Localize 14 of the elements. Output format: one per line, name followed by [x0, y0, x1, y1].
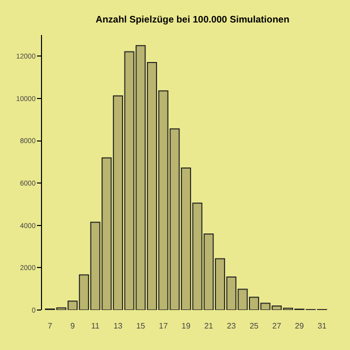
- x-tick-label: 13: [114, 322, 123, 331]
- x-tick-label: 21: [204, 322, 214, 331]
- x-tick-label: 15: [136, 322, 146, 331]
- x-tick-label: 9: [70, 322, 76, 331]
- x-tick-label: 11: [91, 322, 100, 331]
- x-tick-label: 7: [48, 322, 53, 331]
- x-tick-label: 17: [158, 322, 168, 331]
- x-tick-label: 27: [272, 322, 282, 331]
- x-tick-label: 19: [182, 322, 191, 331]
- x-tick-label: 23: [226, 322, 236, 331]
- x-tick-label: 31: [318, 322, 328, 331]
- chart-title: Anzahl Spielzüge bei 100.000 Simulationen: [96, 14, 290, 26]
- x-tick-label: 25: [250, 322, 260, 331]
- x-tick-label: 29: [294, 322, 304, 331]
